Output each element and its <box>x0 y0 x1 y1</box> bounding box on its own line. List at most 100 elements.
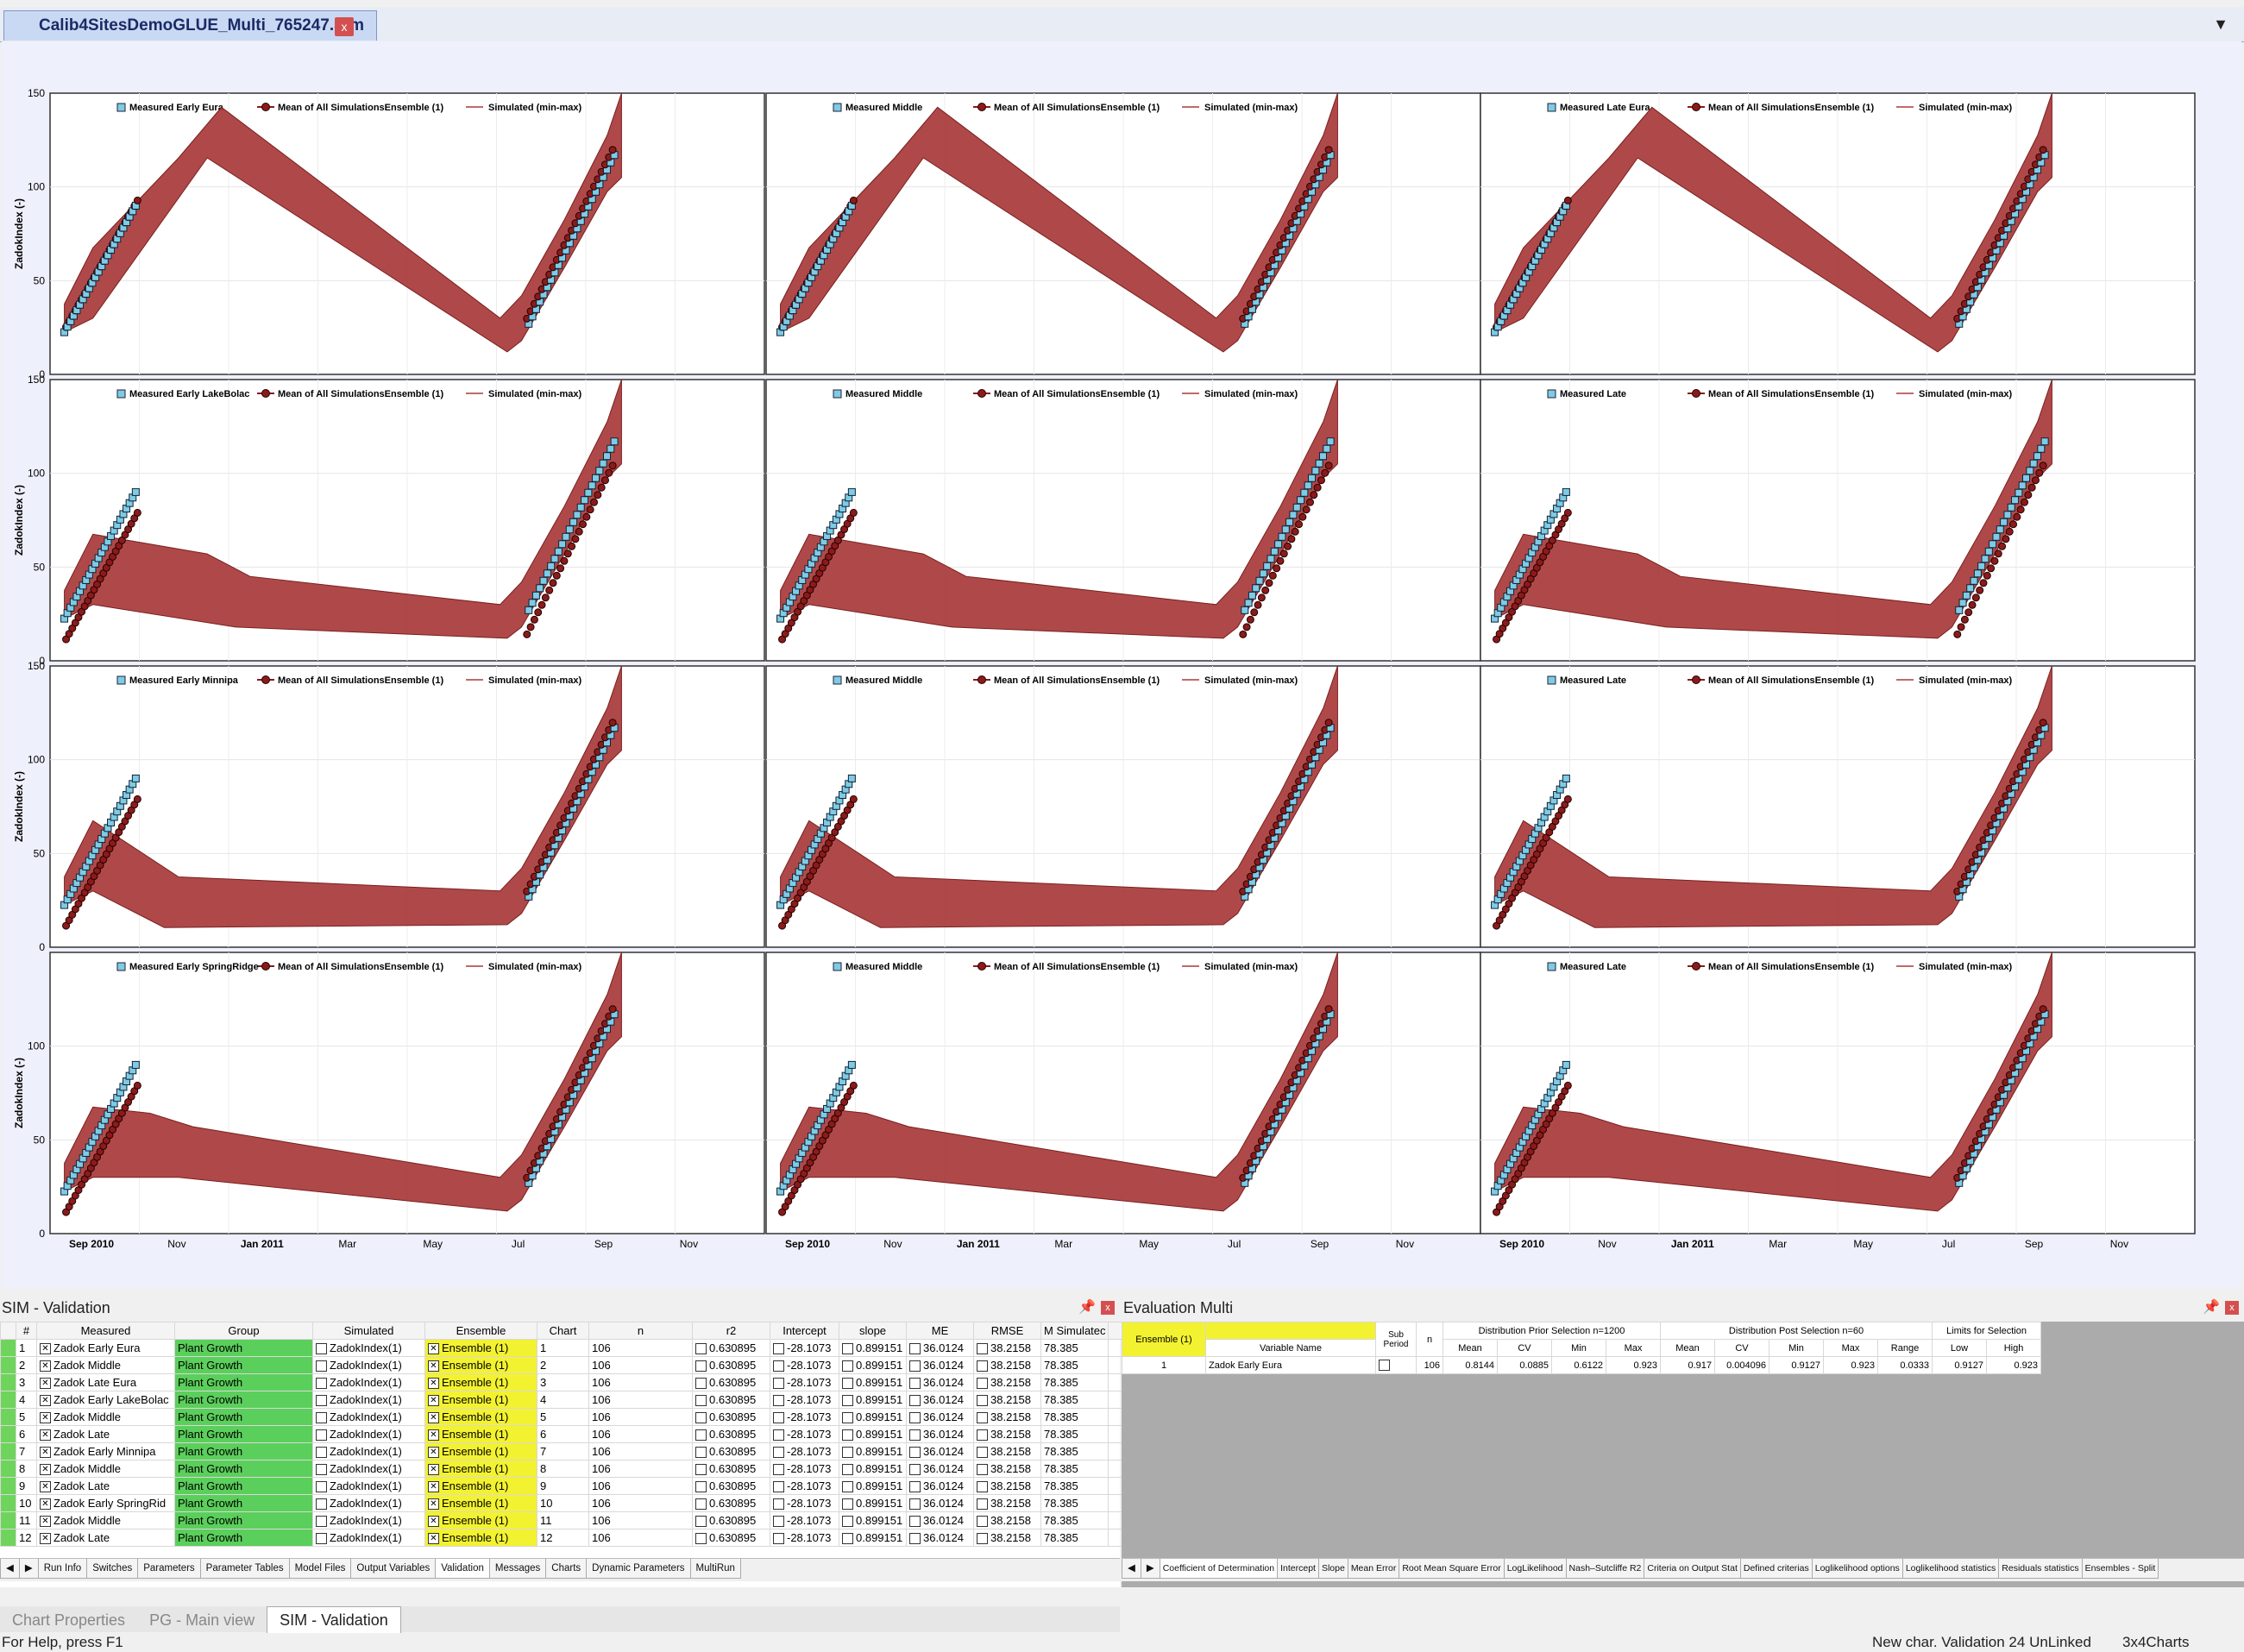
slope-cell[interactable]: 0.899151 <box>839 1511 907 1530</box>
r2-cell[interactable]: 0.630895 <box>692 1356 770 1374</box>
me-cell[interactable]: 36.0124 <box>906 1529 974 1547</box>
checkbox[interactable] <box>842 1533 853 1545</box>
n-cell[interactable]: 106 <box>588 1494 693 1512</box>
variable-cell[interactable]: Zadok Early Eura <box>1205 1356 1376 1374</box>
chart-cell[interactable]: 7 <box>537 1442 589 1460</box>
checkbox[interactable] <box>695 1395 707 1407</box>
rmse-cell[interactable]: 38.2158 <box>973 1442 1041 1460</box>
rmse-cell[interactable]: 38.2158 <box>973 1356 1041 1374</box>
slope-cell[interactable]: 0.899151 <box>839 1442 907 1460</box>
row-indicator[interactable] <box>0 1425 16 1443</box>
checkbox[interactable] <box>695 1481 707 1493</box>
checkbox[interactable] <box>1379 1360 1390 1371</box>
checkbox[interactable] <box>977 1378 988 1390</box>
tab-mean-error[interactable]: Mean Error <box>1347 1559 1400 1579</box>
group-cell[interactable]: Plant Growth <box>174 1442 313 1460</box>
checkbox[interactable]: ✕ <box>40 1464 51 1476</box>
tab-parameter-tables[interactable]: Parameter Tables <box>199 1559 290 1579</box>
n-cell[interactable]: 106 <box>588 1408 693 1426</box>
column-header[interactable]: Measured <box>36 1322 175 1340</box>
me-cell[interactable]: 36.0124 <box>906 1356 974 1374</box>
post-cv[interactable]: 0.004096 <box>1714 1356 1769 1374</box>
checkbox[interactable]: ✕ <box>40 1447 51 1459</box>
scroll-arrow-icon[interactable]: ◀ <box>1122 1559 1141 1579</box>
r2-cell[interactable]: 0.630895 <box>692 1408 770 1426</box>
n-cell[interactable]: 106 <box>588 1477 693 1495</box>
row-number[interactable]: 1 <box>1122 1356 1206 1374</box>
tab-model-files[interactable]: Model Files <box>288 1559 352 1579</box>
n-cell[interactable]: 106 <box>588 1511 693 1530</box>
chevron-down-icon[interactable]: ▼ <box>2213 16 2228 33</box>
checkbox[interactable] <box>909 1464 921 1476</box>
table-row[interactable]: 2 ✕ Zadok Middle Plant Growth ZadokIndex(1) ✕… <box>0 1356 1178 1374</box>
tab-residuals-statistics[interactable]: Residuals statistics <box>1998 1559 2083 1579</box>
column-header[interactable]: RMSE <box>973 1322 1041 1340</box>
ensemble-cell[interactable]: ✕ Ensemble (1) <box>424 1460 537 1478</box>
tab-coefficient-of-determination[interactable]: Coefficient of Determination <box>1159 1559 1279 1579</box>
me-cell[interactable]: 36.0124 <box>906 1511 974 1530</box>
checkbox[interactable] <box>842 1498 853 1511</box>
tab-multirun[interactable]: MultiRun <box>689 1559 741 1579</box>
checkbox[interactable] <box>842 1447 853 1459</box>
chart-cell[interactable]: 6 <box>537 1425 589 1443</box>
r2-cell[interactable]: 0.630895 <box>692 1460 770 1478</box>
table-row[interactable]: 10 ✕ Zadok Early SpringRid Plant Growth Zado… <box>0 1494 1178 1512</box>
checkbox[interactable] <box>316 1447 327 1459</box>
n-cell[interactable]: 106 <box>588 1460 693 1478</box>
measured-cell[interactable]: ✕ Zadok Early LakeBolac <box>36 1391 175 1409</box>
measured-cell[interactable]: ✕ Zadok Middle <box>36 1408 175 1426</box>
rmse-cell[interactable]: 38.2158 <box>973 1529 1041 1547</box>
msim-cell[interactable]: 78.385 <box>1040 1408 1109 1426</box>
checkbox[interactable] <box>316 1378 327 1390</box>
checkbox[interactable] <box>842 1429 853 1442</box>
checkbox[interactable] <box>695 1360 707 1372</box>
checkbox[interactable] <box>773 1533 784 1545</box>
intercept-cell[interactable]: -28.1073 <box>770 1339 839 1357</box>
variable-name-filter[interactable] <box>1205 1322 1376 1340</box>
checkbox[interactable]: ✕ <box>40 1360 51 1372</box>
slope-cell[interactable]: 0.899151 <box>839 1460 907 1478</box>
checkbox[interactable] <box>773 1447 784 1459</box>
tab-ensembles-split[interactable]: Ensembles - Split <box>2081 1559 2159 1579</box>
row-indicator[interactable] <box>0 1373 16 1391</box>
tab-loglikelihood-statistics[interactable]: Loglikelihood statistics <box>1901 1559 2000 1579</box>
checkbox[interactable] <box>977 1516 988 1528</box>
slope-cell[interactable]: 0.899151 <box>839 1477 907 1495</box>
tab-loglikelihood-options[interactable]: Loglikelihood options <box>1811 1559 1903 1579</box>
prior-cv[interactable]: 0.0885 <box>1497 1356 1552 1374</box>
checkbox[interactable] <box>316 1395 327 1407</box>
intercept-cell[interactable]: -28.1073 <box>770 1356 839 1374</box>
ensemble-cell[interactable]: ✕ Ensemble (1) <box>424 1373 537 1391</box>
ensemble-cell[interactable]: ✕ Ensemble (1) <box>424 1356 537 1374</box>
row-number[interactable]: 1 <box>16 1339 37 1357</box>
row-indicator[interactable] <box>0 1529 16 1547</box>
simulated-cell[interactable]: ZadokIndex(1) <box>312 1442 425 1460</box>
row-indicator[interactable] <box>0 1391 16 1409</box>
group-cell[interactable]: Plant Growth <box>174 1425 313 1443</box>
checkbox[interactable] <box>316 1533 327 1545</box>
measured-cell[interactable]: ✕ Zadok Late <box>36 1529 175 1547</box>
checkbox[interactable]: ✕ <box>428 1481 439 1493</box>
row-number[interactable]: 5 <box>16 1408 37 1426</box>
table-row[interactable]: 7 ✕ Zadok Early Minnipa Plant Growth ZadokIn… <box>0 1442 1178 1460</box>
checkbox[interactable] <box>842 1378 853 1390</box>
chart-panel-7[interactable]: ZadokIndex (-) 0 50 100 150 Measured Early Mi… <box>13 660 765 953</box>
ensemble-cell[interactable]: ✕ Ensemble (1) <box>424 1477 537 1495</box>
view-tab-sim-validation[interactable]: SIM - Validation <box>267 1606 401 1633</box>
row-indicator[interactable] <box>0 1494 16 1512</box>
post-mean[interactable]: 0.917 <box>1660 1356 1715 1374</box>
simulated-cell[interactable]: ZadokIndex(1) <box>312 1373 425 1391</box>
column-header[interactable]: ME <box>906 1322 974 1340</box>
chart-panel-6[interactable]: Measured Late Mean of All SimulationsEnse… <box>1480 379 2196 662</box>
column-header[interactable]: Intercept <box>770 1322 839 1340</box>
checkbox[interactable] <box>909 1429 921 1442</box>
me-cell[interactable]: 36.0124 <box>906 1494 974 1512</box>
row-indicator[interactable] <box>0 1408 16 1426</box>
checkbox[interactable] <box>773 1395 784 1407</box>
simulated-cell[interactable]: ZadokIndex(1) <box>312 1425 425 1443</box>
intercept-cell[interactable]: -28.1073 <box>770 1477 839 1495</box>
column-header[interactable]: Ensemble <box>424 1322 537 1340</box>
slope-cell[interactable]: 0.899151 <box>839 1529 907 1547</box>
